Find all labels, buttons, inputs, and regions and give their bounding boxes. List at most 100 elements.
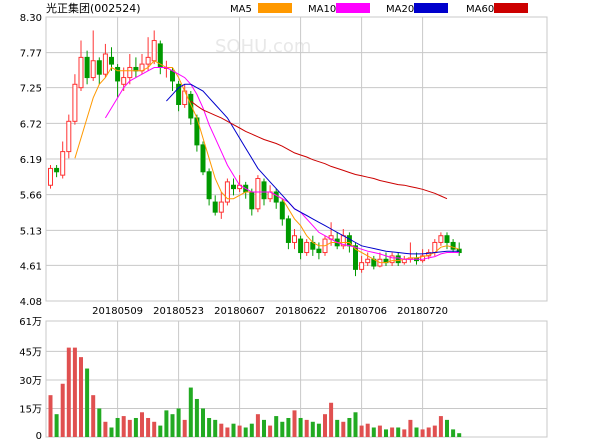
candle-body-up (359, 262, 365, 270)
candle-body-down (109, 56, 114, 65)
volume-bar-down (335, 419, 340, 437)
legend-swatch (258, 3, 292, 13)
candle-body-down (249, 191, 255, 210)
price-y-tick-label: 7.25 (20, 84, 42, 95)
volume-bar-down (54, 414, 59, 437)
volume-bar-up (103, 421, 108, 437)
volume-bar-up (79, 357, 83, 437)
price-y-tick-label: 4.08 (20, 297, 42, 308)
volume-bar-down (176, 408, 181, 437)
price-y-tick-label: 6.72 (20, 119, 42, 130)
volume-panel: 61万 45万 30万 15万 0 (19, 317, 548, 440)
volume-bar-down (280, 421, 285, 437)
candle-body-up (389, 255, 395, 264)
volume-bar-down (170, 414, 175, 437)
candle-body-up (292, 235, 297, 243)
price-x-tick-label: 20180706 (336, 306, 387, 317)
volume-bar-down (353, 412, 358, 437)
volume-bar-down (109, 427, 114, 437)
volume-bar-up (365, 423, 370, 437)
candle-body-up (60, 151, 66, 176)
candle-body-down (261, 181, 267, 200)
volume-bar-down (213, 419, 218, 437)
volume-bar-down (274, 416, 279, 437)
candle-body-up (145, 56, 151, 65)
candle-body-up (420, 255, 426, 262)
volume-bar-down (445, 419, 449, 437)
candle-body-up (218, 201, 224, 213)
volume-bar-down (414, 427, 419, 437)
volume-bar-up (268, 425, 273, 437)
candle-body-down (395, 255, 401, 264)
legend-label: MA60 (466, 4, 494, 15)
candle-body-down (316, 248, 322, 254)
volume-bar-down (207, 417, 212, 437)
candle-body-up (66, 120, 72, 153)
candle-body-down (176, 83, 182, 105)
chart-title: 光正集团(002524) (46, 1, 141, 15)
moving-averages (74, 60, 460, 264)
volume-bar-down (115, 417, 120, 437)
candle-body-down (212, 201, 218, 213)
volume-bar-down (97, 408, 102, 437)
volume-y-tick-label: 61万 (19, 317, 42, 328)
candle-body-down (298, 238, 304, 254)
volume-bar-down (262, 419, 266, 437)
candle-body-down (450, 241, 456, 250)
volume-y-tick-label: 45万 (19, 347, 42, 358)
price-panel: SOHU.com 8.30 7.77 7.25 6.72 6.19 5.66 5.13 4.6… (20, 13, 548, 317)
candle-body-down (285, 218, 291, 243)
volume-bar-down (316, 423, 321, 437)
volume-bar-up (48, 395, 53, 437)
legend-swatch (336, 3, 370, 13)
candle-body-up (438, 235, 444, 243)
volume-bar-down (133, 417, 138, 437)
volume-bar-up (255, 414, 260, 437)
candle-body-up (78, 56, 84, 89)
volume-bar-down (457, 433, 462, 437)
volume-bar-down (371, 427, 376, 437)
volume-bar-up (420, 429, 425, 437)
candle-body-up (72, 83, 78, 122)
candle-body-up (102, 53, 108, 75)
volume-bar-up (426, 427, 431, 437)
candle-body-down (231, 184, 236, 190)
volume-bar-up (60, 383, 65, 437)
price-y-tick-label: 4.61 (20, 261, 42, 272)
legend-swatch (494, 3, 528, 13)
price-y-tick-label: 8.30 (20, 13, 42, 24)
volume-bar-up (402, 429, 407, 437)
candle-body-up (121, 77, 127, 85)
legend-label: MA10 (308, 4, 336, 15)
price-x-tick-label: 20180523 (153, 306, 204, 317)
candle-body-down (84, 56, 90, 79)
volume-bar-up (182, 419, 187, 437)
legend: MA5 MA10 MA20 MA60 (230, 3, 528, 15)
volume-bar-up (377, 425, 382, 437)
volume-bar-up (219, 423, 224, 437)
candle-body-down (96, 60, 102, 75)
watermark: SOHU.com (215, 36, 311, 57)
candle-body-up (151, 40, 157, 62)
volume-bar-down (310, 421, 315, 437)
volume-bar-up (140, 412, 144, 437)
price-x-tick-label: 20180607 (214, 306, 265, 317)
volume-bar-up (438, 416, 443, 437)
candle-body-down (444, 235, 450, 243)
volume-bar-down (164, 410, 169, 437)
volume-bars (48, 347, 462, 437)
candle-body-up (224, 181, 230, 203)
volume-bar-up (91, 395, 96, 437)
ma-line-ma10 (104, 67, 460, 260)
volume-bar-up (146, 417, 151, 437)
candle-body-down (273, 191, 279, 203)
price-y-tick-label: 5.66 (20, 191, 42, 202)
price-x-tick-label: 20180509 (92, 306, 143, 317)
candle-body-down (188, 93, 194, 119)
volume-bar-down (85, 368, 90, 437)
volume-bar-up (432, 425, 437, 437)
candle-body-down (170, 70, 175, 82)
volume-bar-up (127, 419, 132, 437)
candle-body-down (54, 167, 60, 173)
